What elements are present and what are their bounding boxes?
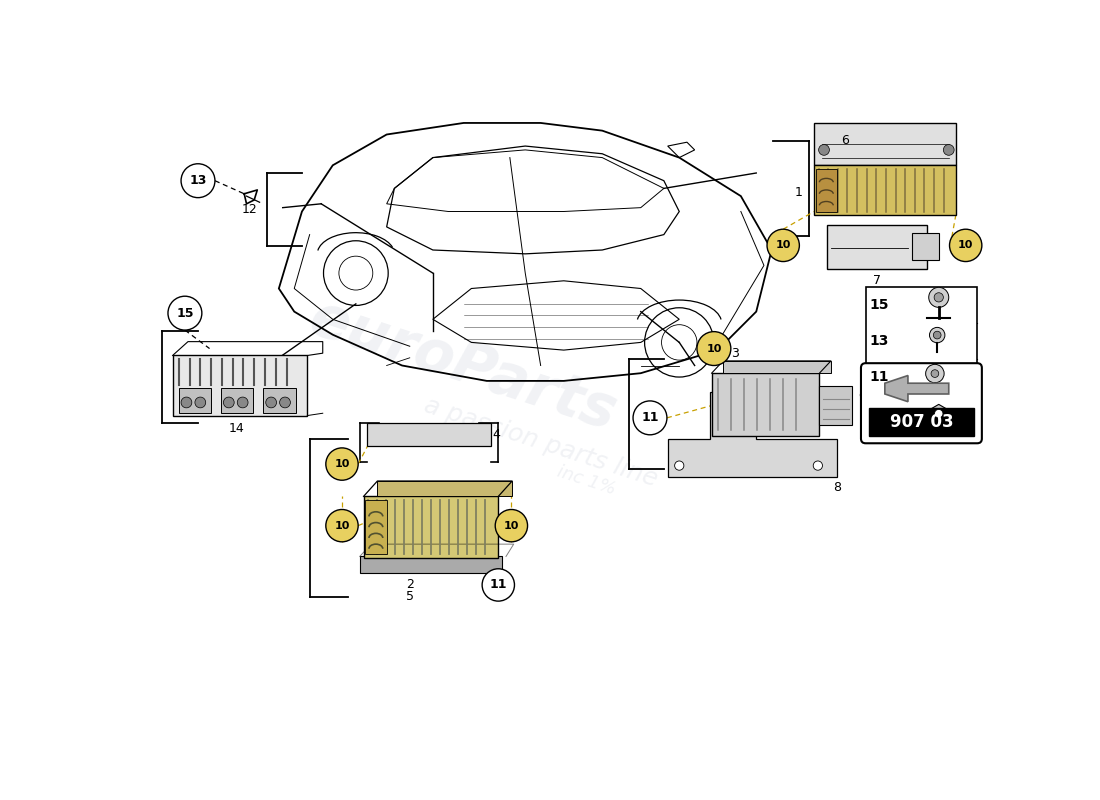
- Circle shape: [935, 410, 943, 418]
- Text: 3: 3: [730, 347, 738, 361]
- Circle shape: [818, 145, 829, 155]
- Circle shape: [182, 164, 214, 198]
- Circle shape: [697, 332, 730, 366]
- FancyBboxPatch shape: [866, 287, 977, 432]
- FancyBboxPatch shape: [815, 169, 837, 211]
- Text: 1: 1: [794, 186, 802, 198]
- Text: euroParts: euroParts: [302, 289, 625, 442]
- FancyBboxPatch shape: [869, 408, 975, 435]
- FancyBboxPatch shape: [221, 388, 253, 414]
- Text: 10: 10: [334, 459, 350, 469]
- FancyBboxPatch shape: [814, 123, 956, 166]
- FancyBboxPatch shape: [820, 386, 851, 425]
- Text: 13: 13: [189, 174, 207, 187]
- Circle shape: [674, 461, 684, 470]
- Text: a passion parts line: a passion parts line: [421, 394, 660, 492]
- FancyBboxPatch shape: [861, 363, 982, 443]
- FancyBboxPatch shape: [178, 388, 211, 414]
- Circle shape: [495, 510, 528, 542]
- Circle shape: [949, 230, 982, 262]
- Text: 11: 11: [870, 370, 889, 385]
- Circle shape: [266, 397, 276, 408]
- FancyBboxPatch shape: [365, 500, 387, 554]
- Text: 13: 13: [870, 334, 889, 348]
- Circle shape: [944, 145, 954, 155]
- FancyBboxPatch shape: [360, 557, 502, 574]
- Circle shape: [168, 296, 202, 330]
- Text: 11: 11: [490, 578, 507, 591]
- Text: 12: 12: [242, 203, 257, 217]
- Text: 9: 9: [858, 391, 866, 404]
- Circle shape: [933, 331, 942, 339]
- Text: 10: 10: [870, 406, 889, 421]
- FancyBboxPatch shape: [264, 388, 296, 414]
- Text: 2: 2: [406, 578, 414, 591]
- Circle shape: [326, 448, 359, 480]
- Text: 10: 10: [776, 240, 791, 250]
- FancyBboxPatch shape: [723, 361, 830, 373]
- Circle shape: [634, 401, 667, 435]
- Text: 10: 10: [334, 521, 350, 530]
- Circle shape: [767, 230, 800, 262]
- Circle shape: [934, 293, 944, 302]
- Circle shape: [223, 397, 234, 408]
- Text: inc 1%: inc 1%: [556, 463, 618, 499]
- FancyBboxPatch shape: [827, 225, 927, 270]
- Text: 15: 15: [870, 298, 889, 312]
- Wedge shape: [927, 383, 942, 391]
- FancyBboxPatch shape: [363, 496, 498, 558]
- Circle shape: [195, 397, 206, 408]
- Circle shape: [928, 287, 948, 307]
- FancyBboxPatch shape: [912, 233, 938, 260]
- Text: 907 03: 907 03: [890, 413, 954, 430]
- FancyBboxPatch shape: [377, 481, 513, 496]
- Text: 15: 15: [176, 306, 194, 320]
- Circle shape: [238, 397, 249, 408]
- Circle shape: [482, 569, 515, 601]
- Text: 6: 6: [840, 134, 849, 147]
- Text: 14: 14: [229, 422, 244, 435]
- Polygon shape: [668, 393, 837, 477]
- Polygon shape: [884, 375, 948, 402]
- Circle shape: [930, 327, 945, 342]
- FancyBboxPatch shape: [712, 373, 820, 436]
- FancyBboxPatch shape: [814, 166, 956, 215]
- Circle shape: [182, 397, 191, 408]
- Text: 10: 10: [504, 521, 519, 530]
- Circle shape: [813, 461, 823, 470]
- Text: 7: 7: [873, 274, 881, 287]
- Text: 10: 10: [958, 240, 974, 250]
- Circle shape: [279, 397, 290, 408]
- Text: 11: 11: [641, 411, 659, 424]
- Text: 5: 5: [406, 590, 414, 603]
- Text: 8: 8: [833, 481, 842, 494]
- FancyBboxPatch shape: [367, 423, 491, 446]
- Polygon shape: [931, 404, 947, 423]
- Circle shape: [926, 364, 944, 383]
- Circle shape: [931, 370, 938, 378]
- Text: 10: 10: [706, 343, 722, 354]
- FancyBboxPatch shape: [173, 355, 307, 415]
- Text: 4: 4: [492, 428, 500, 442]
- Circle shape: [326, 510, 359, 542]
